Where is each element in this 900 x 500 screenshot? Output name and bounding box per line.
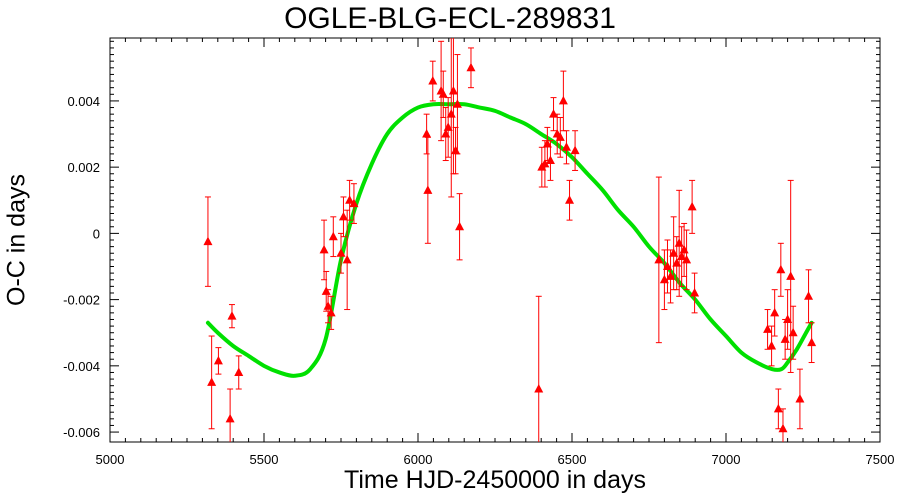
x-tick-label: 7000	[712, 452, 741, 467]
data-point	[565, 195, 575, 204]
data-point	[452, 99, 462, 108]
x-tick-label: 6000	[404, 452, 433, 467]
data-point	[682, 254, 692, 264]
data-point	[807, 337, 817, 347]
data-point	[674, 238, 684, 247]
data-point	[778, 423, 788, 433]
data-point	[345, 195, 355, 204]
data-point	[336, 248, 346, 257]
data-point	[654, 254, 664, 264]
y-tick-label: -0.004	[63, 359, 100, 374]
data-point	[428, 76, 438, 85]
data-point	[786, 271, 796, 280]
y-tick-label: 0.002	[67, 160, 100, 175]
data-point	[342, 254, 352, 264]
data-points	[203, 38, 817, 442]
data-point	[540, 158, 550, 168]
x-tick-label: 5000	[96, 452, 125, 467]
data-point	[770, 307, 780, 317]
data-point	[227, 311, 237, 320]
data-point	[423, 185, 433, 194]
data-point	[767, 340, 777, 350]
data-point	[422, 129, 432, 138]
data-point	[666, 271, 676, 280]
data-point	[326, 307, 336, 317]
data-point	[662, 261, 672, 270]
data-point	[451, 145, 461, 155]
x-tick-label: 5500	[250, 452, 279, 467]
data-point	[788, 327, 798, 337]
data-point	[443, 122, 453, 131]
data-point	[349, 198, 359, 208]
data-point	[466, 62, 476, 72]
axis-ticks: 5000 5500 6000 6500 7000 7500 -0.006 -0.004 -0.0…	[63, 38, 894, 467]
y-tick-label: 0	[93, 226, 100, 241]
fit-line	[205, 101, 814, 378]
x-tick-label: 6500	[558, 452, 587, 467]
chart-title: OGLE-BLG-ECL-289831	[284, 2, 616, 35]
data-point	[558, 95, 568, 105]
x-axis-label: Time HJD-2450000 in days	[344, 466, 646, 494]
data-point	[555, 132, 565, 141]
data-point	[669, 248, 679, 257]
y-tick-label: -0.002	[63, 293, 100, 308]
data-point	[328, 231, 338, 241]
data-point	[542, 138, 552, 148]
data-point	[763, 324, 773, 333]
x-tick-label: 7500	[866, 452, 895, 467]
data-point	[203, 236, 213, 246]
data-point	[534, 384, 544, 393]
data-point	[448, 85, 458, 95]
y-tick-label: 0.004	[67, 94, 100, 109]
data-point	[804, 291, 814, 300]
data-point	[319, 244, 329, 254]
data-point	[561, 142, 571, 151]
data-point	[659, 274, 669, 284]
data-point	[225, 413, 235, 423]
data-point	[321, 286, 331, 295]
data-point	[234, 367, 244, 376]
data-point	[570, 145, 580, 155]
data-point	[438, 89, 448, 98]
data-point	[207, 377, 217, 386]
data-point	[323, 301, 333, 310]
plot-frame	[109, 37, 881, 443]
fit-curve	[205, 101, 814, 378]
data-point	[776, 264, 786, 274]
y-tick-label: -0.006	[63, 425, 100, 440]
data-point	[687, 201, 697, 211]
data-point	[455, 221, 465, 231]
data-point	[783, 314, 793, 323]
data-point	[545, 155, 555, 165]
data-point	[690, 287, 700, 297]
data-point	[780, 334, 790, 343]
data-point	[795, 393, 805, 403]
data-point	[213, 355, 223, 365]
data-point	[549, 109, 559, 118]
data-point	[338, 211, 348, 221]
data-point	[773, 403, 783, 413]
